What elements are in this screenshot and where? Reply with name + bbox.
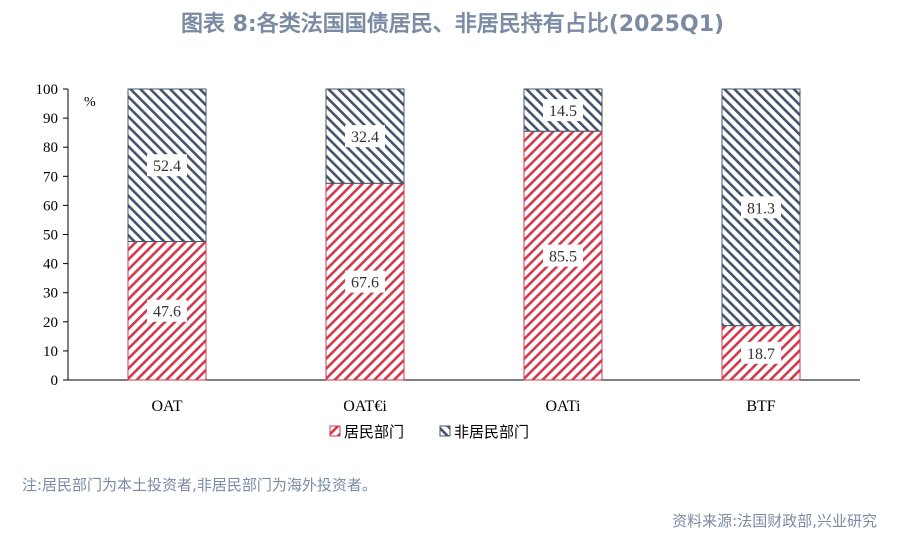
data-label: 85.5 [549,249,577,266]
data-label: 52.4 [153,158,181,175]
legend-label: 非居民部门 [454,424,529,441]
data-label: 47.6 [153,304,181,321]
data-label: 67.6 [351,275,379,292]
footnote: 注:居民部门为本土投资者,非居民部门为海外投资者。 [22,476,377,494]
y-axis-unit: % [84,95,96,110]
x-tick-label: OATi [546,398,582,415]
y-tick-label: 0 [51,373,59,389]
data-label-bg [741,196,781,219]
data-label-bg [543,244,583,267]
legend-swatch [439,425,451,437]
x-tick-label: OAT [151,398,182,415]
y-tick-label: 80 [43,140,58,156]
y-tick-label: 70 [43,169,58,185]
legend-swatch [329,425,341,437]
data-label-bg [147,299,187,322]
y-tick-label: 100 [36,82,59,98]
y-tick-label: 10 [43,344,58,360]
y-tick-label: 90 [43,111,58,127]
data-label: 81.3 [747,200,775,217]
y-tick-label: 40 [43,257,58,273]
data-label-bg [741,341,781,364]
y-tick-label: 50 [43,228,58,244]
y-tick-label: 30 [43,286,58,302]
data-label-bg [345,270,385,293]
data-label: 32.4 [351,129,379,146]
data-label: 14.5 [549,103,577,120]
data-label: 18.7 [747,346,775,363]
y-tick-label: 60 [43,198,58,214]
y-tick-label: 20 [43,315,58,331]
x-tick-label: OAT€i [343,398,387,415]
x-tick-label: BTF [746,398,775,415]
stacked-bar-chart: 0 10 20 30 40 50 60 70 80 90 100% OAT OAT€i OATi BTF 4… [36,82,860,441]
chart-title: 图表 8:各类法国国债居民、非居民持有占比(2025Q1) [180,12,725,37]
data-label-bg [543,99,583,122]
data-label-bg [147,154,187,177]
legend-label: 居民部门 [344,424,404,441]
data-label-bg [345,125,385,148]
source-text: 资料来源:法国财政部,兴业研究 [672,512,877,530]
